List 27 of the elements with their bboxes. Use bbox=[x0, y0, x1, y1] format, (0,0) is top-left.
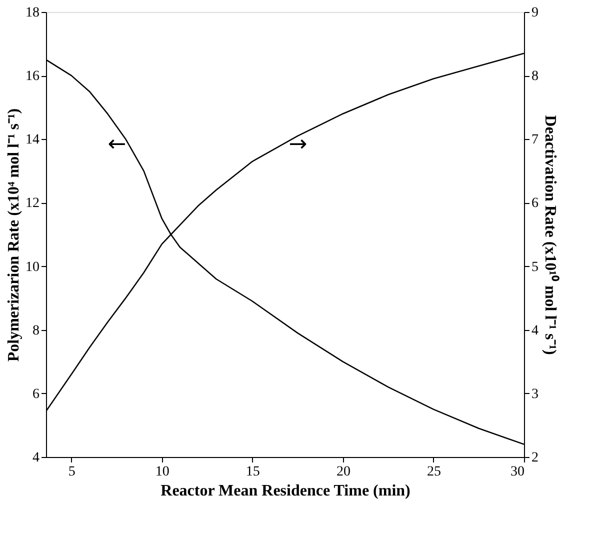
y-tick-label: 18 bbox=[26, 6, 40, 20]
x-tick-label: 15 bbox=[246, 464, 260, 480]
y2-tick-label: 5 bbox=[532, 260, 538, 275]
annotation: → bbox=[288, 132, 308, 157]
y2-axis-title: Deactivation Rate (x10¹⁰ mol l⁻¹ s⁻¹) bbox=[542, 115, 560, 355]
x-axis-title: Reactor Mean Residence Time (min) bbox=[160, 482, 410, 500]
y-tick-label: 14 bbox=[26, 132, 40, 148]
x-tick-label: 25 bbox=[426, 464, 441, 480]
x-tick-label: 5 bbox=[68, 464, 76, 480]
y-axis-title: Polymerizarion Rate (x10⁴ mol l⁻¹ s⁻¹) bbox=[6, 108, 22, 362]
y-tick-label: 12 bbox=[26, 196, 40, 212]
y2-tick-label: 8 bbox=[532, 69, 538, 84]
y2-tick-label: 4 bbox=[532, 323, 538, 338]
y-tick-label: 8 bbox=[32, 323, 40, 338]
x-tick-label: 10 bbox=[155, 464, 170, 480]
y2-tick-label: 2 bbox=[532, 450, 538, 466]
y-tick-label: 16 bbox=[26, 69, 40, 84]
y2-tick-label: 7 bbox=[532, 132, 538, 148]
y-tick-label: 10 bbox=[26, 260, 40, 275]
annotation: ← bbox=[108, 132, 126, 157]
x-tick-label: 20 bbox=[336, 464, 350, 480]
y2-tick-label: 6 bbox=[532, 196, 538, 212]
y-tick-label: 4 bbox=[32, 450, 40, 466]
y2-tick-label: 9 bbox=[532, 6, 538, 20]
x-tick-label: 30 bbox=[510, 464, 524, 480]
y-tick-label: 6 bbox=[32, 386, 40, 402]
y2-tick-label: 3 bbox=[532, 386, 538, 402]
